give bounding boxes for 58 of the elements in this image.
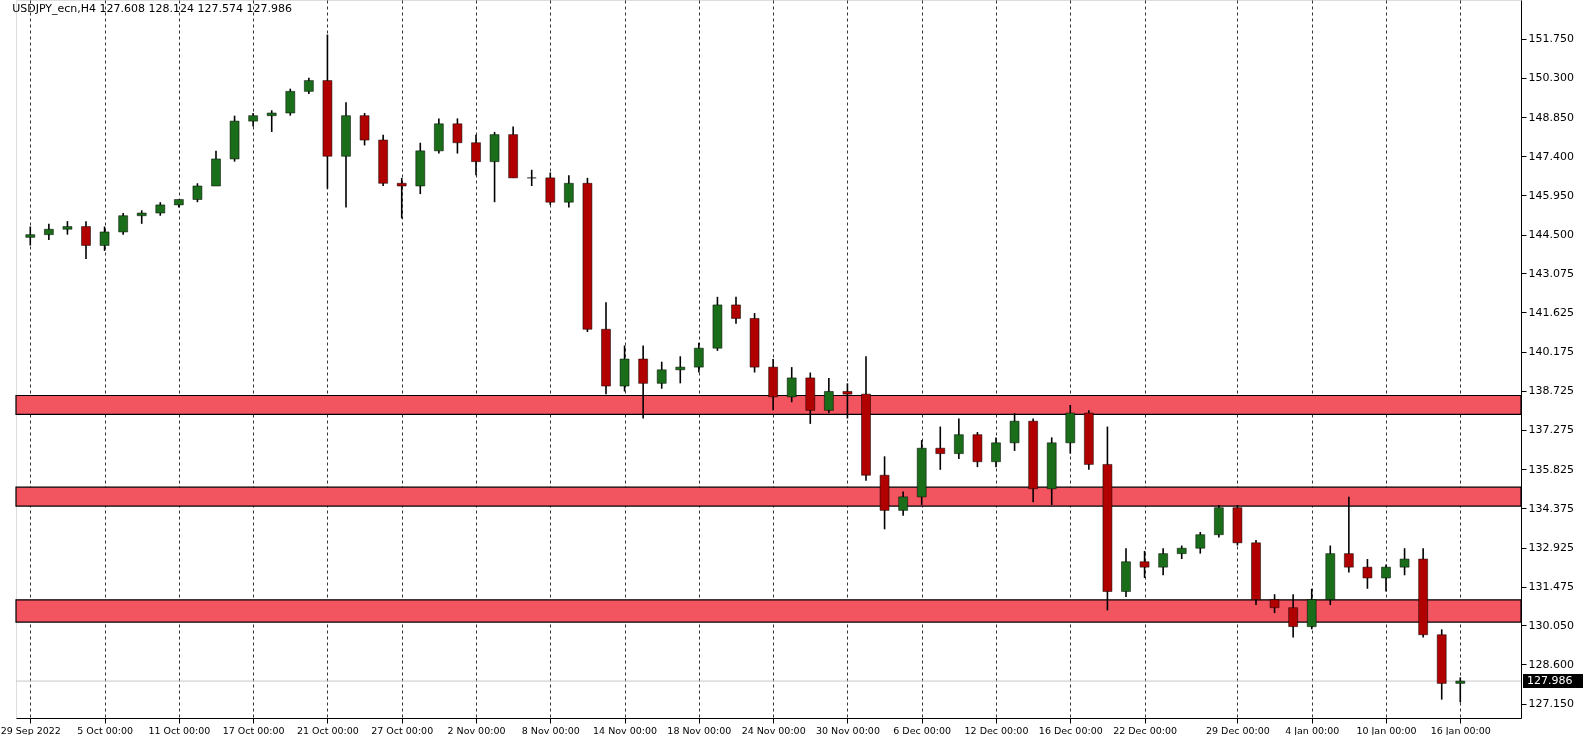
y-tick-label: 145.950 (1528, 188, 1574, 202)
y-tick-label: 151.750 (1528, 32, 1574, 46)
ref-line-label: 127.986 (1527, 674, 1573, 688)
y-tick-label: 130.050 (1528, 618, 1574, 632)
y-tick-label: 135.825 (1528, 462, 1574, 476)
x-tick-label: 21 Oct 00:00 (296, 724, 359, 736)
y-tick-label: 132.925 (1528, 541, 1574, 555)
x-tick-label: 11 Oct 00:00 (148, 724, 211, 736)
candlestick (81, 220, 91, 260)
x-tick-label: 8 Nov 00:00 (521, 724, 580, 736)
x-tick-label: 6 Dec 00:00 (893, 724, 952, 736)
x-tick-label: 12 Dec 00:00 (964, 724, 1029, 736)
candlestick (1195, 531, 1206, 555)
candlestick (192, 182, 203, 204)
x-tick-label: 5 Oct 00:00 (77, 724, 134, 736)
y-tick-label: 148.850 (1528, 110, 1574, 124)
y-tick-label: 131.475 (1528, 580, 1574, 594)
x-tick-label: 29 Sep 2022 (0, 724, 61, 736)
candlestick (526, 168, 537, 187)
y-tick-label: 128.600 (1528, 657, 1574, 671)
x-tick-label: 18 Nov 00:00 (667, 724, 732, 736)
candlestick (118, 212, 128, 236)
x-tick-label: 10 Jan 00:00 (1356, 724, 1417, 736)
candlestick (136, 209, 147, 225)
x-tick-label: 16 Dec 00:00 (1038, 724, 1103, 736)
y-tick-label: 138.725 (1528, 384, 1574, 398)
x-tick-label: 16 Jan 00:00 (1430, 724, 1491, 736)
x-tick-label: 2 Nov 00:00 (447, 724, 506, 736)
y-tick-label: 140.175 (1528, 345, 1574, 359)
candlestick (1399, 547, 1410, 577)
candlestick (452, 117, 463, 155)
candlestick (935, 425, 946, 471)
y-tick-label: 141.625 (1528, 305, 1574, 319)
x-tick-label: 14 Nov 00:00 (593, 724, 658, 736)
x-tick-label: 22 Dec 00:00 (1113, 724, 1178, 736)
x-tick-label: 30 Nov 00:00 (815, 724, 880, 736)
x-tick-label: 24 Nov 00:00 (741, 724, 806, 736)
chart-title: USDJPY_ecn,H4 127.608 128.124 127.574 127.986 (12, 2, 293, 15)
candlestick (656, 360, 667, 390)
candlestick (675, 355, 686, 385)
candlestick (285, 87, 296, 117)
y-tick-label: 144.500 (1528, 228, 1574, 242)
candlestick (1158, 547, 1168, 577)
candlestick (731, 296, 741, 325)
x-tick-label: 17 Oct 00:00 (222, 724, 285, 736)
y-tick-label: 147.400 (1528, 149, 1574, 163)
y-tick-label: 134.375 (1528, 501, 1574, 515)
candlestick (1362, 558, 1373, 590)
y-tick-label: 150.300 (1528, 71, 1574, 85)
y-tick-label: 143.075 (1528, 266, 1574, 280)
x-tick-label: 4 Jan 00:00 (1285, 724, 1340, 736)
x-tick-label: 27 Oct 00:00 (371, 724, 434, 736)
y-tick-label: 137.275 (1528, 423, 1574, 437)
candlestick (564, 174, 574, 209)
y-tick-label: 127.150 (1528, 697, 1574, 711)
x-tick-label: 29 Dec 00:00 (1205, 724, 1270, 736)
candlestick (954, 417, 964, 460)
candlestick (266, 109, 277, 133)
